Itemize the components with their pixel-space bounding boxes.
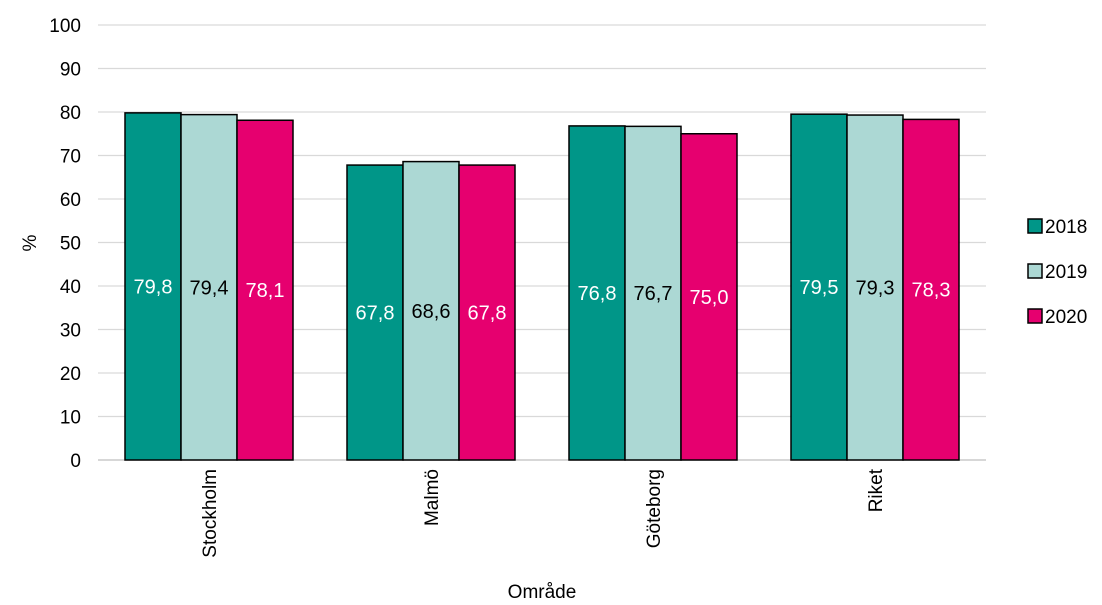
y-tick-label: 80 <box>60 103 81 124</box>
data-labels: 79,8 79,4 78,1 67,8 68,6 67,8 76,8 76,7 75,0 79,5… <box>134 276 951 324</box>
data-label: 78,3 <box>912 280 951 302</box>
data-label: 68,6 <box>412 301 451 323</box>
legend: 2018 2019 2020 <box>1027 217 1087 328</box>
data-label: 79,3 <box>856 278 895 300</box>
x-tick-label: Göteborg <box>644 469 665 548</box>
data-label: 79,4 <box>190 277 229 299</box>
data-label: 79,8 <box>134 276 173 298</box>
data-label: 67,8 <box>356 303 395 325</box>
y-tick-label: 10 <box>60 408 81 429</box>
legend-swatch <box>1027 218 1043 234</box>
bars <box>124 112 960 461</box>
data-label: 76,8 <box>578 283 617 305</box>
data-label: 79,5 <box>800 277 839 299</box>
legend-label: 2019 <box>1045 262 1087 283</box>
y-tick-label: 70 <box>60 147 81 168</box>
x-axis-title: Område <box>508 582 577 603</box>
y-tick-label: 60 <box>60 190 81 211</box>
x-tick-label: Malmö <box>422 469 443 526</box>
x-axis-ticks: Stockholm Malmö Göteborg Riket <box>200 468 887 557</box>
data-label: 78,1 <box>246 280 285 302</box>
x-tick-label: Riket <box>866 468 887 512</box>
legend-label: 2018 <box>1045 217 1087 238</box>
legend-swatch <box>1027 263 1043 279</box>
bar-stockholm-2019 <box>180 113 238 461</box>
data-label: 67,8 <box>468 303 507 325</box>
bar-stockholm-2020 <box>236 119 294 461</box>
bar-riket-2018 <box>790 113 848 461</box>
data-label: 75,0 <box>690 287 729 309</box>
bar-malmö-2018 <box>346 164 404 461</box>
legend-swatch <box>1027 308 1043 324</box>
y-tick-label: 0 <box>70 451 81 472</box>
x-tick-label: Stockholm <box>200 469 221 558</box>
bar-malmö-2020 <box>458 164 516 461</box>
bar-malmö-2019 <box>402 160 460 461</box>
bar-stockholm-2018 <box>124 112 182 461</box>
y-axis-ticks: 0 10 20 30 40 50 60 70 80 90 100 <box>49 16 81 472</box>
bar-göteborg-2020 <box>680 133 738 461</box>
y-tick-label: 20 <box>60 364 81 385</box>
y-tick-label: 100 <box>49 16 81 37</box>
data-label: 76,7 <box>634 283 673 305</box>
y-tick-label: 90 <box>60 60 81 81</box>
bar-riket-2020 <box>902 118 960 461</box>
bar-göteborg-2018 <box>568 125 626 461</box>
y-axis-title: % <box>20 234 41 251</box>
bar-riket-2019 <box>846 114 904 461</box>
y-tick-label: 40 <box>60 277 81 298</box>
y-tick-label: 50 <box>60 234 81 255</box>
legend-label: 2020 <box>1045 307 1087 328</box>
y-tick-label: 30 <box>60 321 81 342</box>
